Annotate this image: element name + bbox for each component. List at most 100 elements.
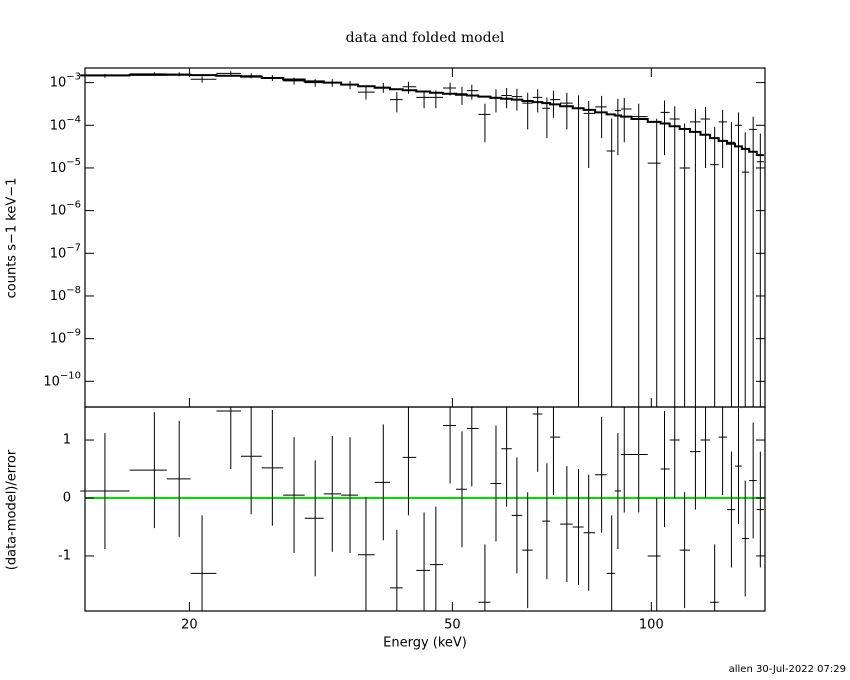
residual-point <box>323 435 342 552</box>
residual-point <box>358 496 375 611</box>
residual-point <box>679 492 691 609</box>
residual-point <box>522 492 533 609</box>
residual-point <box>490 425 502 542</box>
data-point <box>478 103 491 143</box>
data-point <box>304 79 324 87</box>
data-point <box>660 100 670 156</box>
data-point <box>690 109 701 407</box>
data-point <box>358 86 375 100</box>
y-tick-label: -1 <box>58 548 71 563</box>
residual-point <box>511 457 523 574</box>
y-axis-label: (data-model)/error <box>5 449 20 570</box>
residual-point <box>550 407 561 496</box>
data-point <box>550 90 561 118</box>
data-point <box>80 73 130 78</box>
data-point <box>374 82 391 93</box>
y-tick-label: 10−9 <box>50 328 81 347</box>
data-point <box>490 89 502 113</box>
residual-point <box>402 407 417 516</box>
residual-point <box>749 422 757 539</box>
data-point <box>501 87 512 109</box>
residual-point <box>166 420 191 537</box>
data-point <box>756 133 764 407</box>
data-point <box>749 116 757 407</box>
residual-point <box>606 515 615 611</box>
residual-point <box>416 512 430 611</box>
residual-point <box>80 433 130 549</box>
data-point <box>583 101 596 168</box>
residual-point <box>466 407 479 487</box>
data-point <box>429 90 443 109</box>
residual-point <box>478 544 491 611</box>
data-point <box>323 79 342 87</box>
residual-point <box>660 411 670 527</box>
data-point <box>216 71 241 76</box>
data-point <box>727 121 735 407</box>
data-point <box>442 82 457 96</box>
footer: allen 30-Jul-2022 07:29 <box>729 664 846 675</box>
data-point <box>679 123 691 407</box>
data-point <box>261 75 284 81</box>
chart-title: data and folded model <box>346 30 505 46</box>
data-point <box>734 112 742 407</box>
data-point <box>402 81 417 94</box>
residual-point <box>631 407 648 513</box>
x-tick-label: 100 <box>639 618 664 633</box>
residual-point <box>501 407 512 507</box>
residual-point <box>216 407 241 470</box>
residual-point <box>710 544 719 611</box>
residual-point <box>614 433 622 549</box>
data-point <box>631 103 648 407</box>
residual-point <box>341 437 359 554</box>
data-point <box>466 84 479 100</box>
data-point <box>341 80 359 90</box>
residual-point <box>240 407 262 515</box>
residual-point <box>129 412 167 529</box>
x-tick-label: 50 <box>444 618 461 633</box>
residual-point <box>456 431 467 548</box>
data-point <box>542 97 551 139</box>
data-point <box>522 92 533 130</box>
data-point <box>710 126 719 407</box>
residual-point <box>560 466 573 583</box>
x-tick-label: 20 <box>181 618 198 633</box>
data-point <box>572 95 584 407</box>
data-point <box>700 106 711 168</box>
residual-point <box>690 407 701 510</box>
y-axis-label: counts s−1 keV−1 <box>5 178 20 299</box>
residual-point <box>595 416 607 533</box>
data-point <box>532 89 543 113</box>
residual-point <box>442 407 457 484</box>
residual-point <box>283 437 305 554</box>
data-point <box>416 90 430 109</box>
residual-point <box>190 515 217 611</box>
data-point <box>560 92 573 130</box>
data-point <box>240 73 262 79</box>
residual-point <box>756 451 764 568</box>
residual-point <box>718 407 728 496</box>
data-point <box>456 86 467 105</box>
x-axis-label: Energy (keV) <box>383 636 467 651</box>
residual-point <box>741 480 750 597</box>
residual-point <box>304 460 324 577</box>
data-point <box>741 132 750 407</box>
data-point <box>283 77 305 85</box>
y-tick-label: 10−10 <box>43 370 81 389</box>
y-tick-label: 1 <box>63 433 71 448</box>
residual-point <box>734 408 742 525</box>
model-line <box>80 73 764 157</box>
y-tick-label: 10−4 <box>50 114 81 133</box>
residual-point <box>261 409 284 526</box>
data-point <box>669 106 680 407</box>
y-tick-label: 10−8 <box>50 285 81 304</box>
data-point <box>718 109 728 168</box>
residual-point <box>583 474 596 591</box>
data-point <box>595 95 607 139</box>
residual-point <box>621 407 632 513</box>
residual-point <box>700 407 711 498</box>
residual-point <box>429 506 443 611</box>
y-tick-label: 10−7 <box>50 242 81 261</box>
data-point <box>606 118 615 407</box>
data-point <box>129 72 167 76</box>
